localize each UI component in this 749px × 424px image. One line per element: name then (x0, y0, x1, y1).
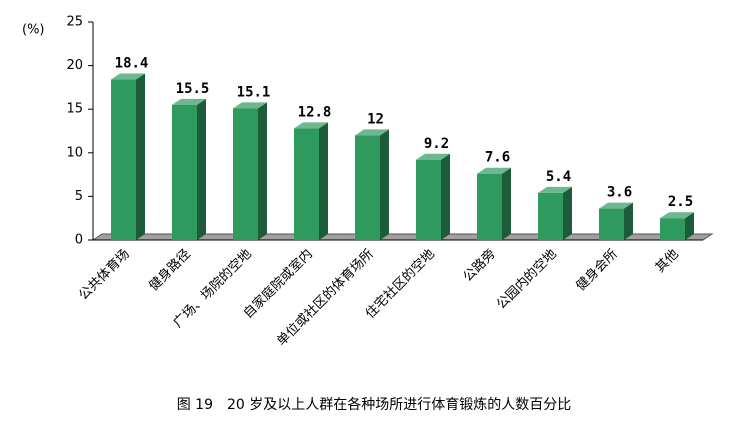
value-label: 15.1 (237, 84, 271, 100)
value-label: 3.6 (607, 185, 632, 201)
bar-side (319, 122, 328, 240)
bar-top (111, 73, 145, 80)
bar-front (294, 128, 319, 240)
y-tick-label: 5 (75, 189, 83, 204)
bar-top (294, 122, 328, 129)
bar (294, 122, 328, 240)
x-tick-label: 公共体育场 (76, 246, 133, 303)
value-label: 18.4 (115, 56, 149, 72)
y-tick-label: 15 (66, 102, 83, 117)
bar (660, 212, 694, 240)
bar-side (136, 73, 145, 240)
bar (233, 102, 267, 240)
bar-side (563, 186, 572, 240)
bar-front (233, 108, 258, 240)
bar-top (172, 98, 206, 105)
x-tick-label: 公路旁 (460, 246, 499, 285)
value-label: 15.5 (176, 81, 210, 97)
x-tick-label: 健身会所 (573, 246, 621, 294)
bar-side (624, 202, 633, 240)
x-tick-label: 健身路径 (146, 246, 194, 294)
bar (416, 153, 450, 240)
bar-side (258, 102, 267, 240)
bar-front (111, 79, 136, 240)
bar (111, 73, 145, 240)
y-axis-label: (%) (22, 23, 45, 38)
bar-top (538, 186, 572, 193)
y-tick-label: 25 (66, 15, 83, 30)
x-tick-label: 公园内的空地 (493, 246, 559, 312)
bar-top (477, 167, 511, 174)
y-tick-label: 0 (75, 233, 83, 248)
bar (538, 186, 572, 240)
bar-front (416, 159, 441, 240)
bar-top (416, 153, 450, 160)
value-label: 12.8 (298, 104, 332, 120)
bar-side (441, 153, 450, 240)
bar-front (599, 208, 624, 240)
value-label: 12 (367, 111, 384, 127)
bar-side (685, 212, 694, 240)
bar (599, 202, 633, 240)
bar-front (477, 173, 502, 240)
value-label: 2.5 (668, 194, 693, 210)
bar (172, 98, 206, 240)
bar-side (380, 129, 389, 240)
bar-top (660, 212, 694, 219)
bar-front (660, 218, 685, 240)
bar-front (538, 192, 563, 240)
bar-top (599, 202, 633, 209)
value-label: 7.6 (485, 150, 510, 166)
bar-side (197, 98, 206, 240)
value-label: 5.4 (546, 169, 571, 185)
bar (477, 167, 511, 240)
caption: 图 19 20 岁及以上人群在各种场所进行体育锻炼的人数百分比 (177, 397, 572, 413)
bar (355, 129, 389, 240)
value-label: 9.2 (424, 136, 449, 152)
bar-side (502, 167, 511, 240)
x-tick-label: 其他 (653, 247, 682, 276)
y-tick-label: 10 (66, 145, 83, 160)
bar-top (233, 102, 267, 109)
bar-front (355, 135, 380, 240)
y-tick-label: 20 (66, 58, 83, 73)
bar-top (355, 129, 389, 136)
bar-front (172, 104, 197, 240)
